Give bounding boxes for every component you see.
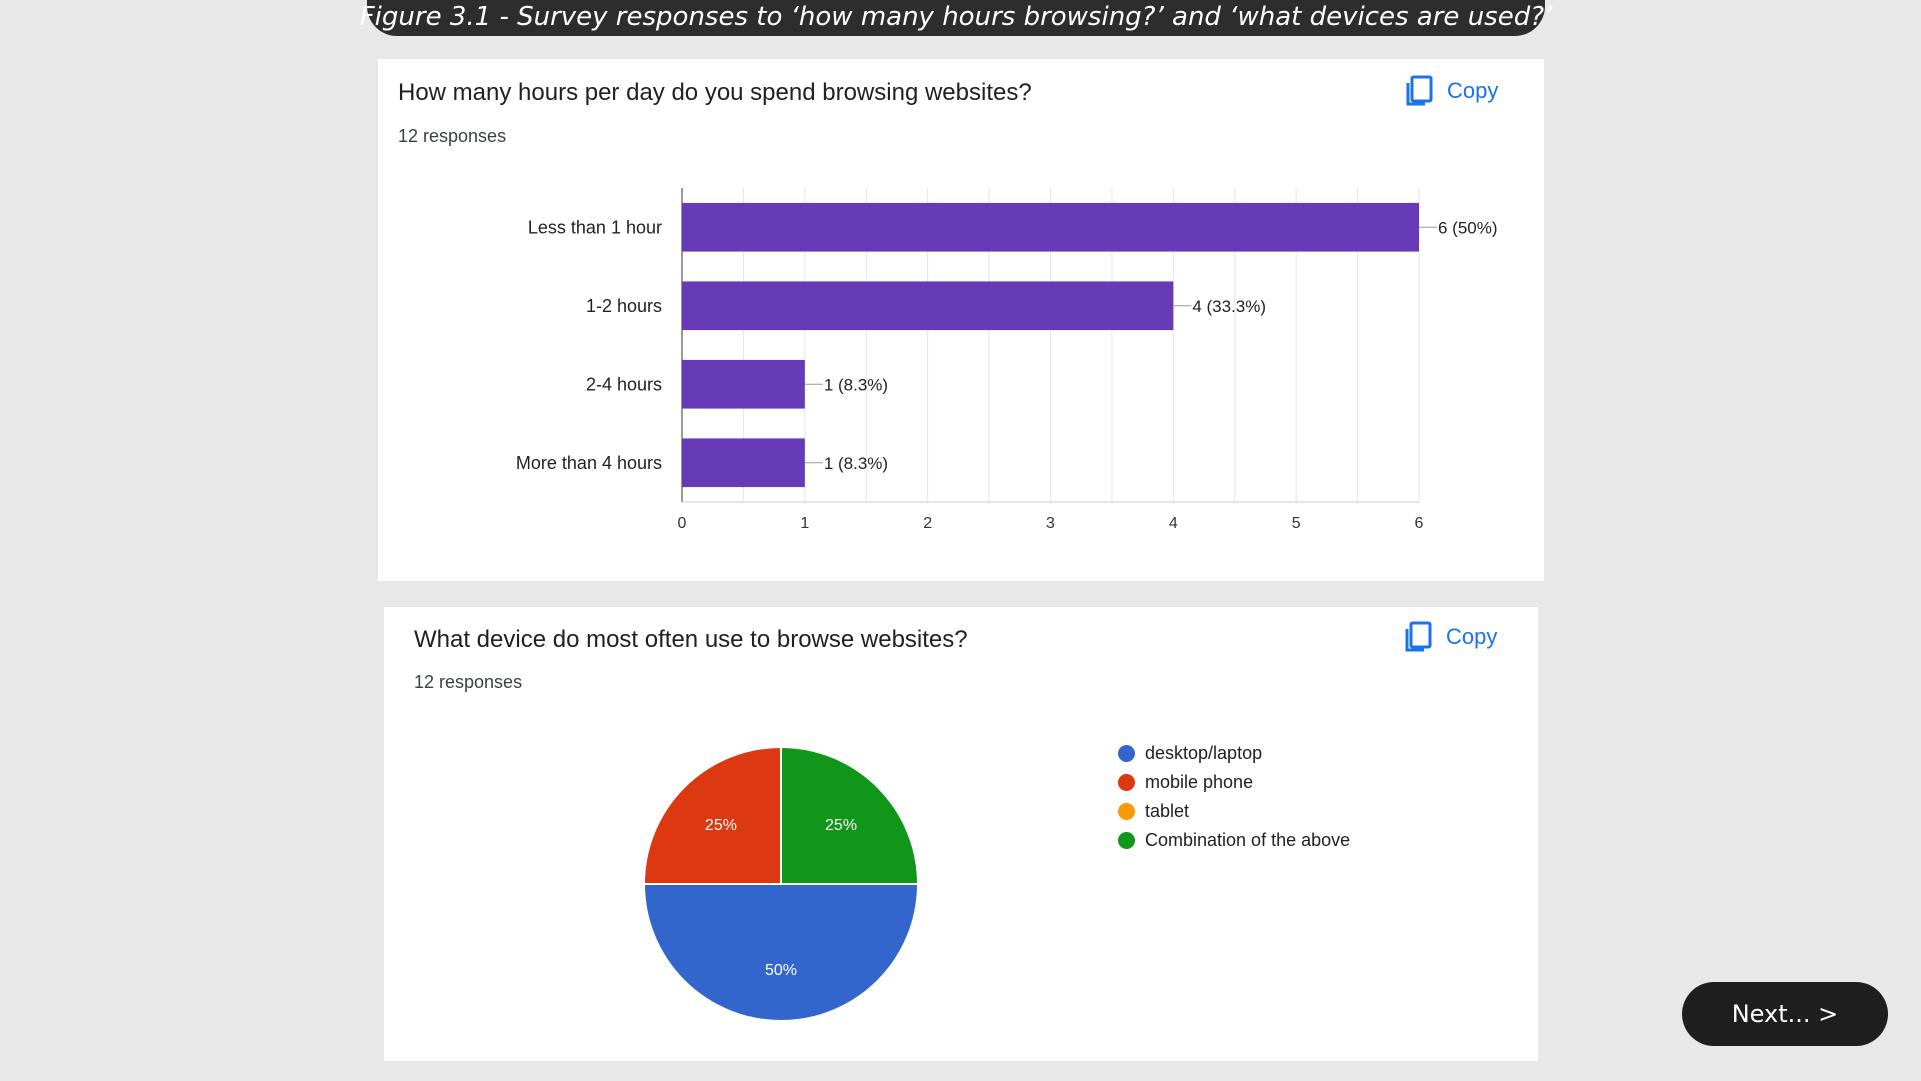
pie-slice (780, 745, 920, 885)
slice-label: 50% (765, 962, 797, 979)
x-tick-label: 4 (1169, 515, 1178, 532)
data-label: 1 (8.3%) (824, 454, 888, 473)
pie-chart-title: What device do most often use to browse … (414, 626, 968, 653)
legend-label: desktop/laptop (1145, 743, 1263, 763)
copy-icon (1406, 75, 1433, 106)
copy-button[interactable]: Copy (1404, 621, 1497, 653)
bar-chart: 0 1 2 3 4 5 6 Less than 1 hour 6 (50%) 1-2 hours 4… (516, 188, 1498, 532)
pie-legend: desktop/laptop mobile phone tablet Combinat… (1118, 739, 1350, 855)
pie-slice (642, 883, 920, 1022)
bar (682, 281, 1174, 331)
bar-chart-title: How many hours per day do you spend brow… (398, 79, 1032, 106)
legend-label: mobile phone (1145, 772, 1254, 792)
x-tick-label: 3 (1046, 515, 1055, 532)
copy-button-label: Copy (1446, 624, 1498, 649)
x-tick-label: 5 (1292, 515, 1301, 532)
category-label: More than 4 hours (516, 453, 662, 473)
pie-chart-card: What device do most often use to browse … (384, 607, 1538, 1061)
x-tick-label: 2 (923, 515, 932, 532)
next-button[interactable]: Next... > (1682, 982, 1888, 1046)
pie-slice (642, 745, 782, 885)
legend-swatch (1118, 745, 1135, 762)
figure-caption: Figure 3.1 - Survey responses to ‘how ma… (360, 0, 1552, 36)
slice-label: 25% (705, 817, 737, 834)
copy-button-label: Copy (1447, 78, 1499, 103)
copy-icon (1405, 621, 1432, 652)
bar-chart-response-count: 12 responses (398, 126, 507, 146)
pie-chart: 50% 25% 25% (642, 745, 920, 1022)
category-label: Less than 1 hour (528, 217, 662, 237)
legend-item: tablet (1118, 797, 1350, 826)
legend-swatch (1118, 832, 1135, 849)
legend-item: Combination of the above (1118, 826, 1350, 855)
legend-label: Combination of the above (1145, 830, 1351, 850)
legend-swatch (1118, 774, 1135, 791)
legend-item: desktop/laptop (1118, 739, 1350, 768)
bar (682, 202, 1419, 252)
category-label: 1-2 hours (586, 296, 662, 316)
legend-label: tablet (1145, 801, 1190, 821)
data-label: 1 (8.3%) (824, 375, 888, 394)
category-label: 2-4 hours (586, 374, 662, 394)
slice-label: 25% (825, 817, 857, 834)
pie-chart-response-count: 12 responses (414, 672, 523, 692)
legend-swatch (1118, 803, 1135, 820)
bar (682, 438, 805, 488)
bar (682, 359, 805, 409)
x-tick-label: 0 (678, 515, 687, 532)
x-tick-label: 1 (800, 515, 809, 532)
data-label: 6 (50%) (1438, 218, 1498, 237)
bar-chart-card: How many hours per day do you spend brow… (378, 59, 1544, 581)
x-tick-label: 6 (1415, 515, 1424, 532)
data-label: 4 (33.3%) (1192, 297, 1266, 316)
copy-button[interactable]: Copy (1405, 75, 1498, 107)
legend-item: mobile phone (1118, 768, 1350, 797)
